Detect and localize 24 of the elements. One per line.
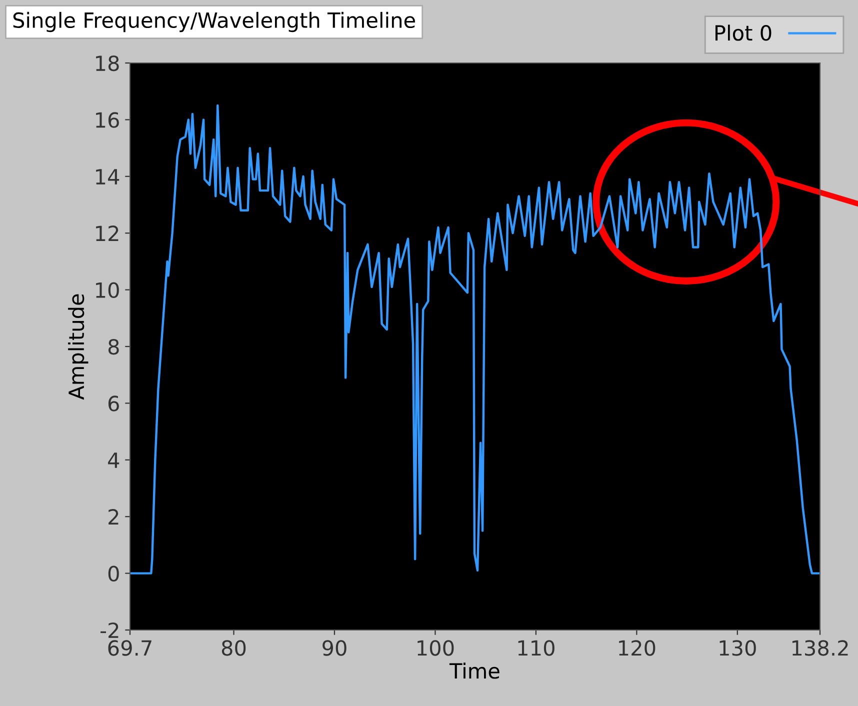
y-axis-title: Amplitude (68, 294, 88, 400)
legend-label: Plot 0 (716, 24, 772, 41)
y-tick-label: 4 (108, 452, 120, 468)
line-series (130, 104, 820, 574)
y-tick-label: -2 (100, 622, 118, 638)
y-tick-label: 6 (108, 396, 119, 412)
x-tick-label: 69.7 (108, 640, 152, 656)
chart-title: Single Frequency/Wavelength Timeline (13, 12, 415, 32)
x-tick-label: 120 (619, 640, 656, 656)
x-tick-label: 100 (418, 640, 454, 656)
y-tick-label: 8 (108, 338, 119, 355)
y-tick-label: 14 (96, 169, 120, 184)
y-tick-label: 10 (96, 282, 119, 298)
x-tick-label: 80 (222, 640, 246, 656)
x-tick-label: 130 (720, 640, 756, 656)
y-tick-label: 16 (96, 112, 119, 128)
y-tick-label: 2 (108, 509, 118, 525)
y-tick-label: 0 (108, 566, 119, 582)
y-tick-label: 18 (96, 55, 119, 72)
y-tick-label: 12 (96, 226, 118, 242)
x-axis-title: Time (449, 662, 500, 679)
x-tick-label: 90 (322, 640, 346, 656)
x-tick-label: 138.2 (792, 640, 848, 656)
x-tick-label: 110 (518, 640, 554, 656)
